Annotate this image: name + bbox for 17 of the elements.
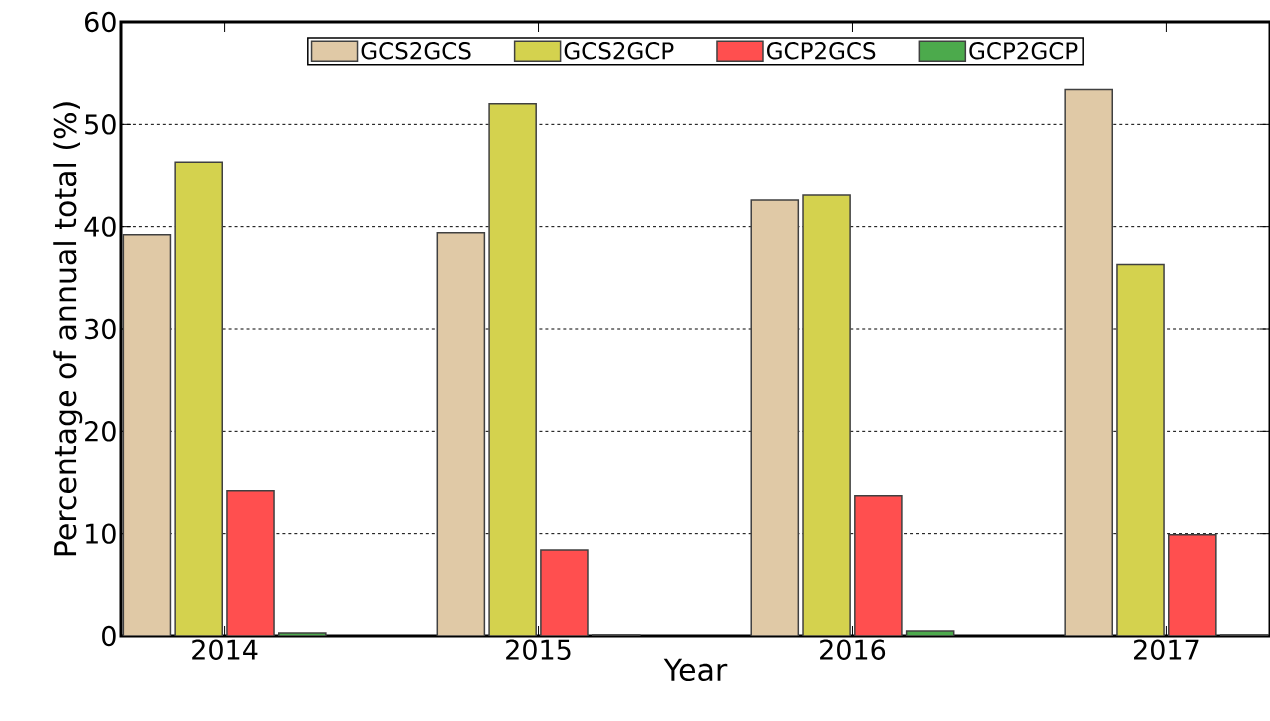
legend-label: GCS2GCS — [361, 42, 471, 60]
legend-label: GCP2GCP — [969, 42, 1078, 60]
x-tick-label: 2015 — [506, 639, 571, 660]
x-tick-label: 2016 — [820, 639, 886, 660]
x-tick-label: 2017 — [1134, 639, 1199, 660]
y-tick-label: 20 — [85, 421, 116, 442]
y-tick-label: 50 — [85, 114, 116, 135]
legend-label: GCP2GCS — [767, 42, 876, 60]
x-axis-title: Year — [663, 658, 728, 682]
y-tick-label: 10 — [86, 523, 116, 544]
y-tick-label: 40 — [84, 216, 116, 237]
y-tick-label: 60 — [85, 11, 116, 33]
x-tick-label: 2014 — [192, 639, 258, 660]
legend-label: GCS2GCP — [564, 42, 674, 60]
y-axis-title: Percentage of annual total (%) — [53, 102, 83, 556]
y-tick-label: 0 — [102, 625, 116, 647]
y-tick-label: 30 — [85, 318, 116, 340]
